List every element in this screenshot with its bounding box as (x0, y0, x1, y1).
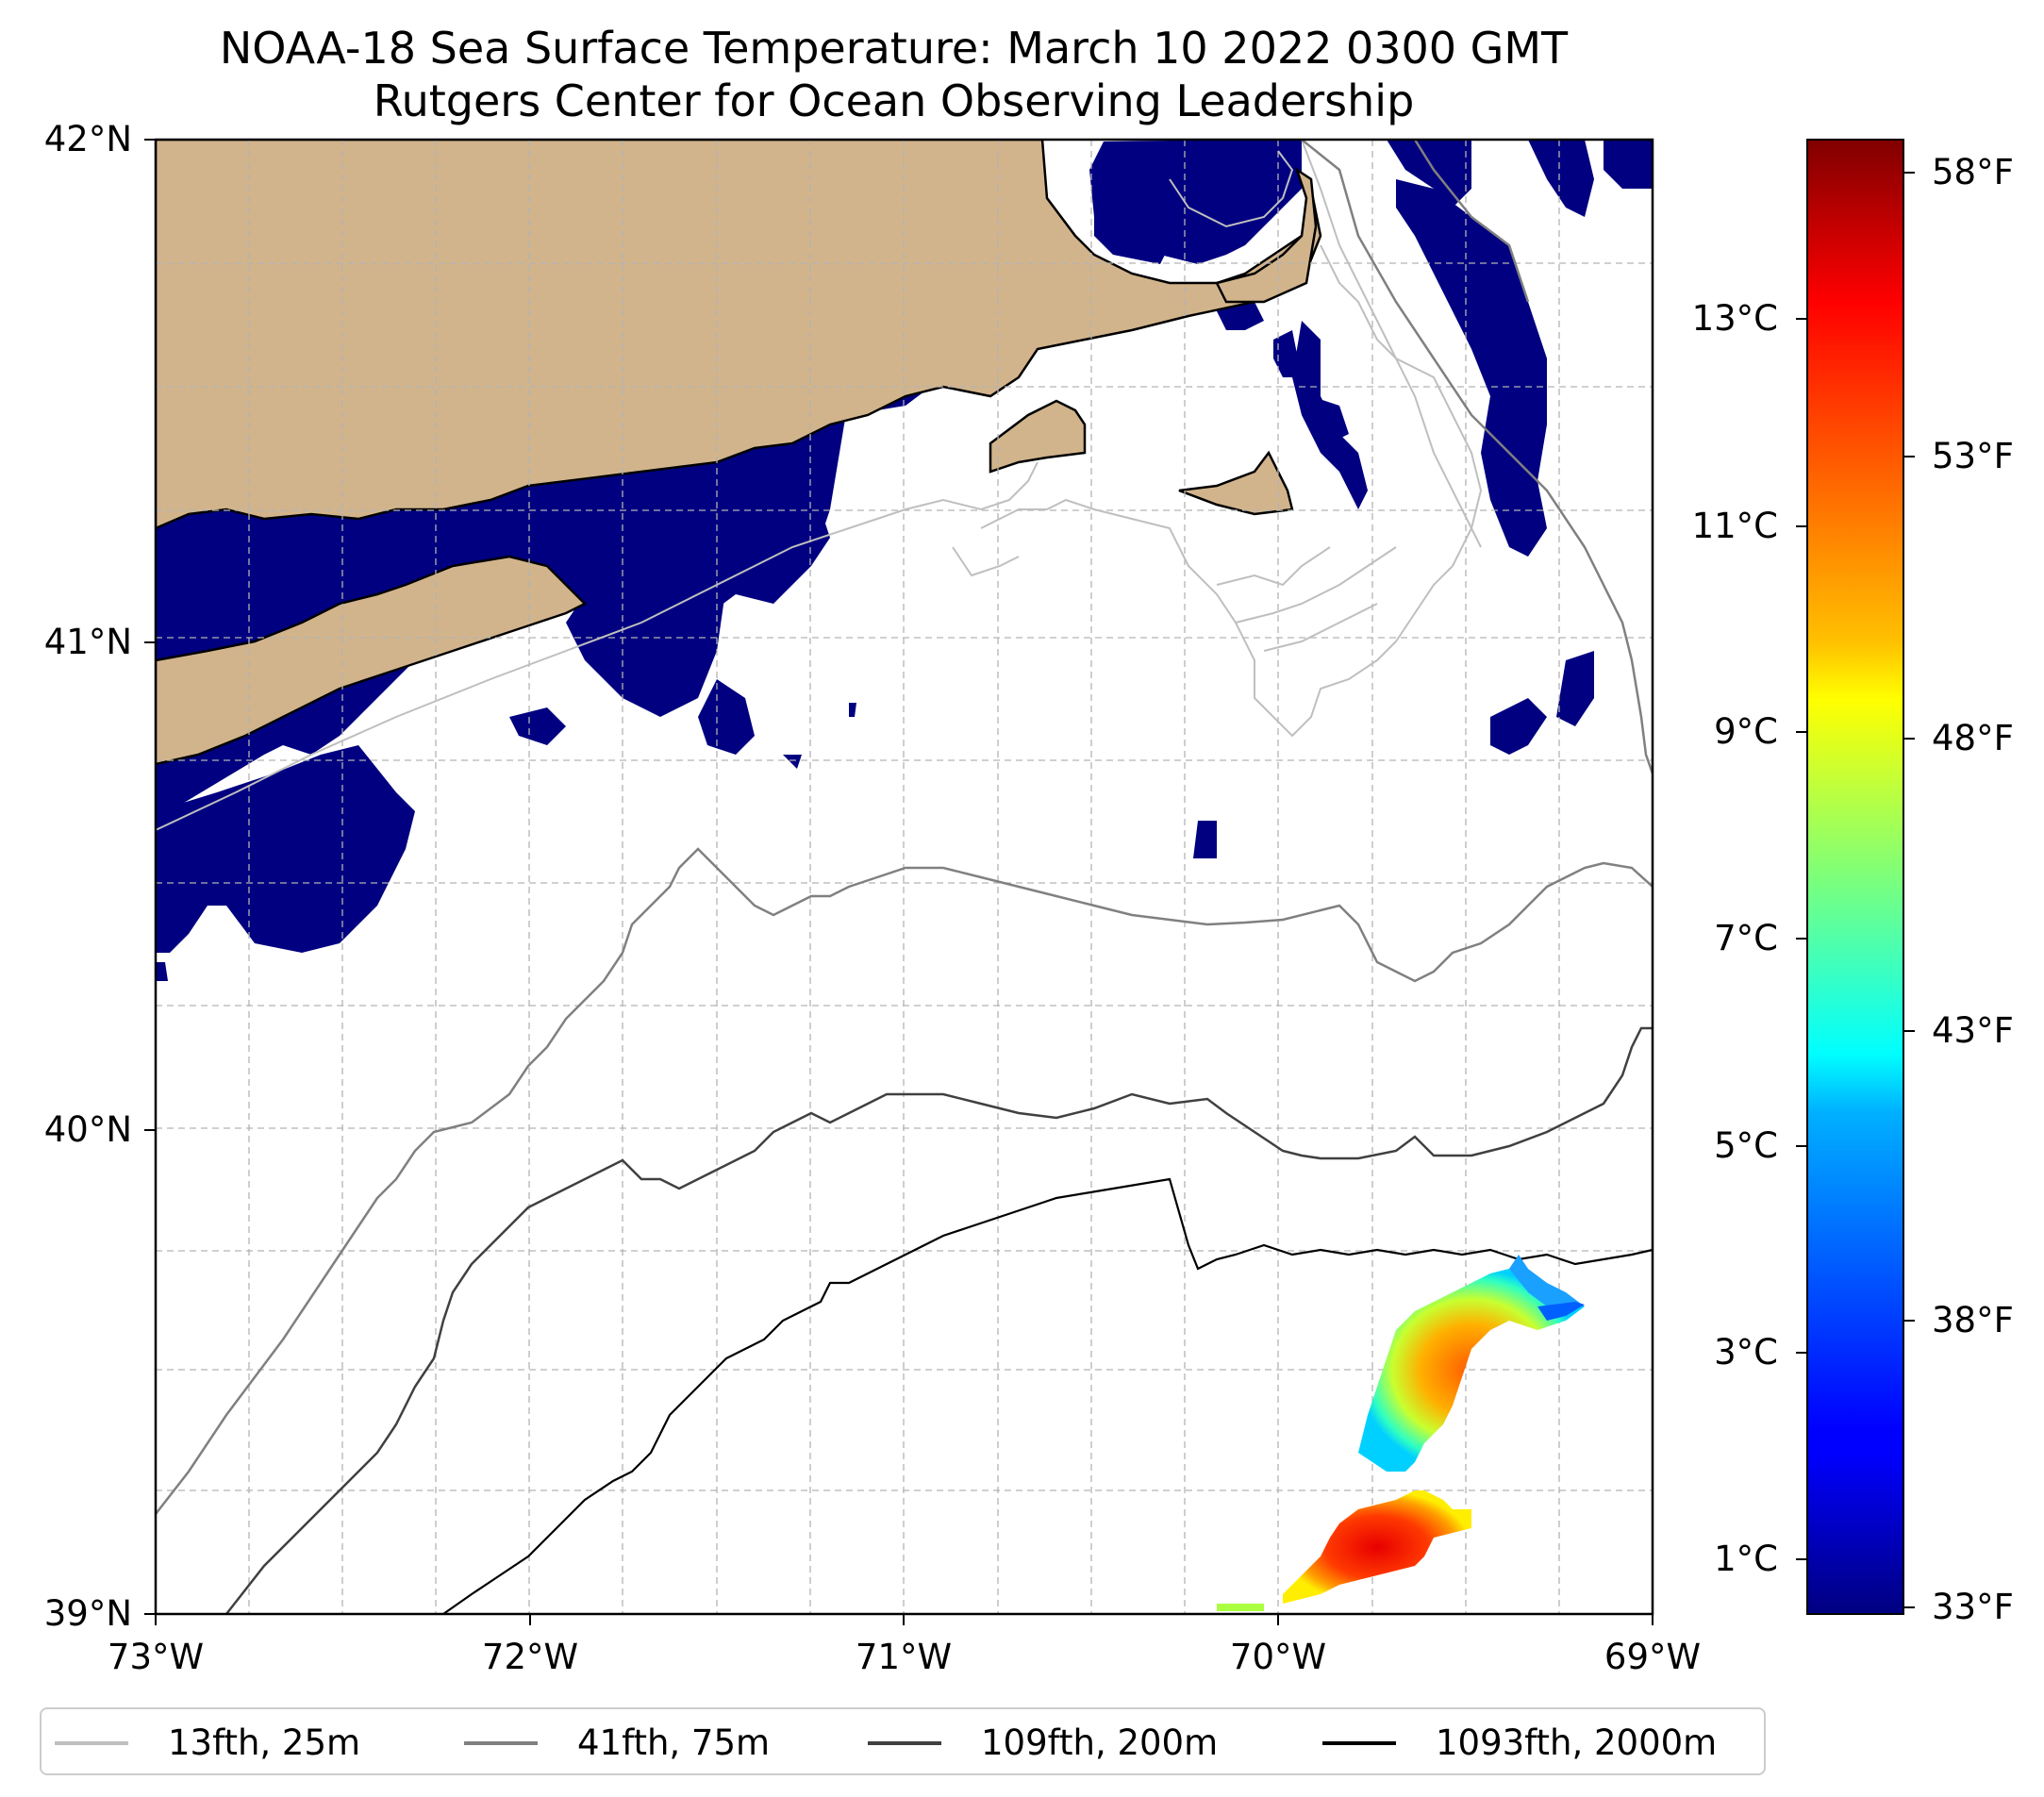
sst-data-patches (1217, 1255, 1585, 1611)
sst-patch-north (1358, 1269, 1585, 1472)
lon-label-69: 69°W (1604, 1637, 1702, 1677)
contour-legend: 13fth, 25m 41fth, 75m 109fth, 200m 1093f… (40, 1707, 1766, 1775)
sst-patch-east-tail (1537, 1302, 1585, 1321)
contour-200m (225, 1026, 1653, 1614)
lat-label-40: 40°N (43, 1109, 132, 1150)
colorbar-label-43f: 43°F (1932, 1010, 2014, 1051)
sst-patch-south (1283, 1490, 1471, 1604)
contour-2000m (442, 1177, 1653, 1614)
colorbar-label-1c: 1°C (1714, 1539, 1778, 1579)
legend-line-75m (464, 1741, 538, 1745)
contour-75m (156, 140, 1653, 1515)
lon-label-72: 72°W (481, 1637, 579, 1677)
legend-line-200m (868, 1741, 941, 1745)
colorbar-label-33f: 33°F (1932, 1587, 2014, 1627)
colorbar-gradient (1806, 139, 1904, 1615)
lat-label-42: 42°N (43, 119, 132, 159)
colorbar-label-58f: 58°F (1932, 152, 2014, 192)
sst-patch-southwest-strip (1217, 1604, 1264, 1611)
lon-label-70: 70°W (1229, 1637, 1327, 1677)
long-island (156, 555, 588, 766)
nantucket (1178, 450, 1294, 516)
colorbar-ticks (1796, 172, 1915, 1608)
legend-line-2000m (1322, 1741, 1396, 1745)
sst-patch-north-edge (1509, 1255, 1585, 1306)
colorbar-label-11c: 11°C (1691, 506, 1778, 546)
marthas-vineyard (989, 399, 1087, 474)
chart-title-line-1: NOAA-18 Sea Surface Temperature: March 1… (219, 23, 1569, 74)
colorbar-label-3c: 3°C (1714, 1332, 1778, 1373)
colorbar-label-53f: 53°F (1932, 436, 2014, 476)
colorbar-label-38f: 38°F (1932, 1300, 2014, 1340)
lon-label-73: 73°W (107, 1637, 205, 1677)
axis-ticks (144, 139, 1653, 1625)
colorbar-label-9c: 9°C (1714, 711, 1778, 752)
legend-label-25m: 13fth, 25m (168, 1722, 361, 1763)
legend-label-75m: 41fth, 75m (577, 1722, 771, 1763)
legend-label-2000m: 1093fth, 2000m (1436, 1722, 1718, 1763)
colorbar-label-7c: 7°C (1714, 918, 1778, 958)
lat-label-41: 41°N (43, 622, 132, 662)
legend-line-25m (55, 1741, 128, 1745)
legend-label-200m: 109fth, 200m (981, 1722, 1219, 1763)
lat-label-39: 39°N (43, 1593, 132, 1634)
colorbar-label-5c: 5°C (1714, 1125, 1778, 1166)
colorbar-label-13c: 13°C (1691, 298, 1778, 339)
contour-25m (156, 140, 1483, 831)
colorbar-label-48f: 48°F (1932, 718, 2014, 758)
lon-label-71: 71°W (855, 1637, 953, 1677)
chart-title-line-2: Rutgers Center for Ocean Observing Leade… (373, 75, 1415, 126)
